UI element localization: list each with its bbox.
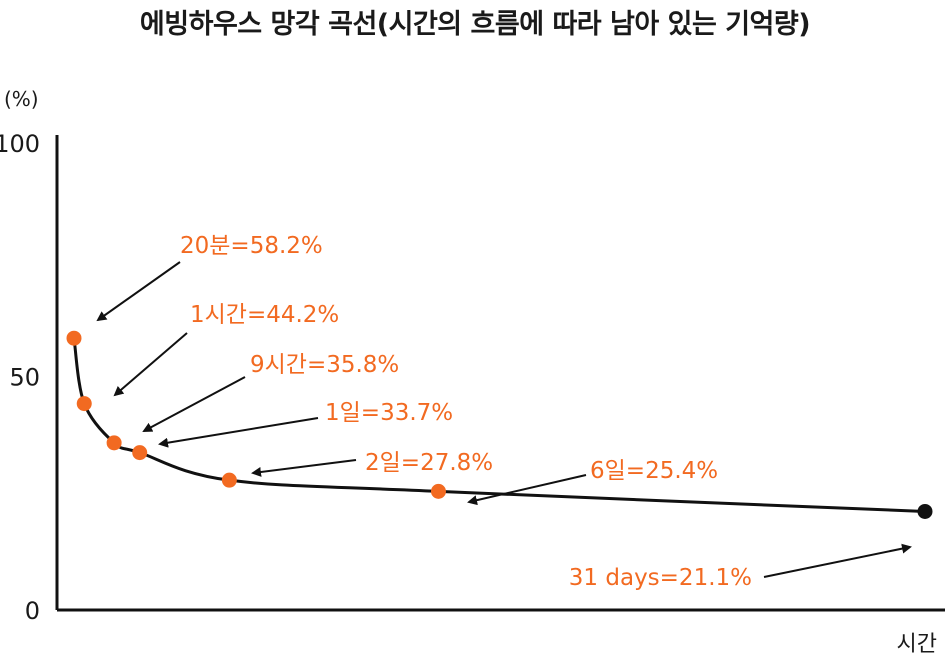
label-31days: 31 days=21.1% — [569, 565, 752, 591]
point-20min — [66, 330, 82, 346]
arrow-1hour — [113, 332, 188, 397]
label-2days: 2일=27.8% — [365, 450, 493, 476]
y-tick-label-100: 100 — [0, 130, 40, 158]
arrow-9hours — [142, 376, 246, 432]
point-9hours — [106, 435, 122, 451]
y-tick-label-50: 50 — [9, 364, 40, 392]
y-axis-unit: (%) — [4, 87, 39, 111]
arrow-1day — [158, 417, 319, 448]
point-1day — [132, 445, 148, 461]
label-1day: 1일=33.7% — [325, 400, 453, 426]
label-1hour: 1시간=44.2% — [190, 302, 339, 328]
x-axis-label: 시간 — [897, 632, 937, 657]
label-9hours: 9시간=35.8% — [250, 352, 399, 378]
arrow-6days — [467, 474, 587, 506]
chart-title: 에빙하우스 망각 곡선(시간의 흐름에 따라 남아 있는 기억량) — [139, 9, 811, 40]
point-6days — [430, 483, 446, 499]
retention-curve — [72, 337, 926, 513]
arrow-2days — [251, 459, 357, 477]
point-1hour — [76, 396, 92, 412]
arrow-31days — [763, 543, 912, 578]
y-tick-label-0: 0 — [25, 597, 40, 625]
label-6days: 6일=25.4% — [590, 458, 718, 484]
arrow-20min — [96, 261, 181, 322]
label-20min: 20분=58.2% — [180, 233, 323, 259]
point-31days — [917, 503, 933, 519]
point-2days — [221, 472, 237, 488]
